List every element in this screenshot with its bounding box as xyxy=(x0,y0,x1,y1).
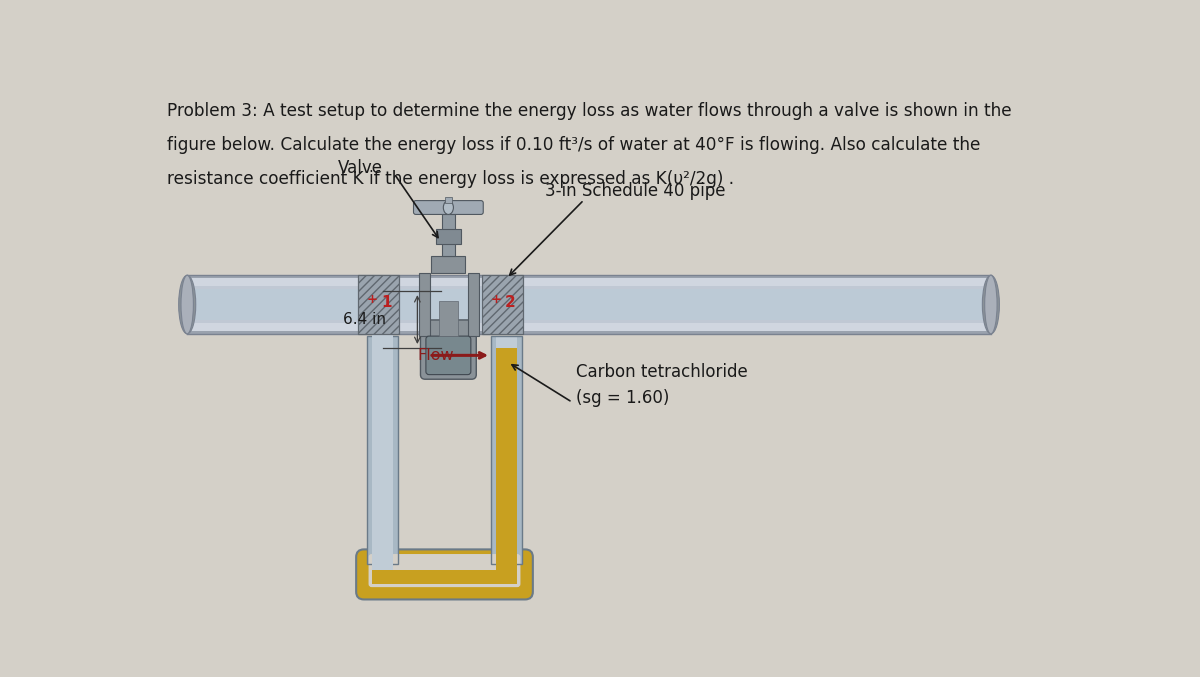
Bar xyxy=(187,323,991,331)
Bar xyxy=(187,276,991,334)
Ellipse shape xyxy=(181,276,193,334)
Bar xyxy=(442,214,455,256)
Bar xyxy=(468,273,479,336)
Text: 2: 2 xyxy=(505,294,516,310)
FancyBboxPatch shape xyxy=(356,550,533,599)
Ellipse shape xyxy=(179,276,196,334)
Bar xyxy=(372,570,517,584)
Bar xyxy=(482,276,523,334)
Bar xyxy=(187,278,991,331)
Bar xyxy=(491,336,522,564)
FancyBboxPatch shape xyxy=(426,336,470,374)
Text: Valve: Valve xyxy=(337,159,383,177)
Text: (sg = 1.60): (sg = 1.60) xyxy=(576,389,670,408)
Ellipse shape xyxy=(985,276,997,334)
Bar xyxy=(372,570,392,584)
Bar xyxy=(491,336,522,564)
Bar xyxy=(436,229,461,244)
FancyBboxPatch shape xyxy=(420,320,476,379)
Ellipse shape xyxy=(983,276,1000,334)
Text: Carbon tetrachloride: Carbon tetrachloride xyxy=(576,362,748,380)
Bar xyxy=(359,276,398,334)
Text: figure below. Calculate the energy loss if 0.10 ft³/s of water at 40°F is flowin: figure below. Calculate the energy loss … xyxy=(167,136,980,154)
Text: +: + xyxy=(367,293,378,307)
Bar xyxy=(187,278,991,286)
Ellipse shape xyxy=(443,200,454,215)
Bar xyxy=(444,197,452,203)
Bar xyxy=(367,336,398,564)
Text: Problem 3: A test setup to determine the energy loss as water flows through a va: Problem 3: A test setup to determine the… xyxy=(167,102,1012,120)
Bar xyxy=(187,289,991,320)
Text: 1: 1 xyxy=(382,294,391,310)
Bar xyxy=(359,276,398,334)
Bar xyxy=(359,276,398,334)
Text: 3-in Schedule 40 pipe: 3-in Schedule 40 pipe xyxy=(545,181,726,200)
Bar xyxy=(419,273,430,336)
Bar xyxy=(367,336,398,564)
Bar xyxy=(439,301,457,336)
Text: 6.4 in: 6.4 in xyxy=(343,312,386,327)
Text: +: + xyxy=(491,293,502,307)
Bar xyxy=(431,256,466,273)
Bar xyxy=(372,290,392,570)
Text: Flow: Flow xyxy=(418,348,454,363)
FancyBboxPatch shape xyxy=(368,554,521,587)
Bar xyxy=(482,276,523,334)
Text: resistance coefficient K if the energy loss is expressed as K(υ²/2g) .: resistance coefficient K if the energy l… xyxy=(167,170,734,188)
Bar xyxy=(497,349,516,584)
Bar xyxy=(482,276,523,334)
FancyBboxPatch shape xyxy=(414,200,484,215)
Bar xyxy=(372,336,392,564)
Bar xyxy=(497,336,516,564)
